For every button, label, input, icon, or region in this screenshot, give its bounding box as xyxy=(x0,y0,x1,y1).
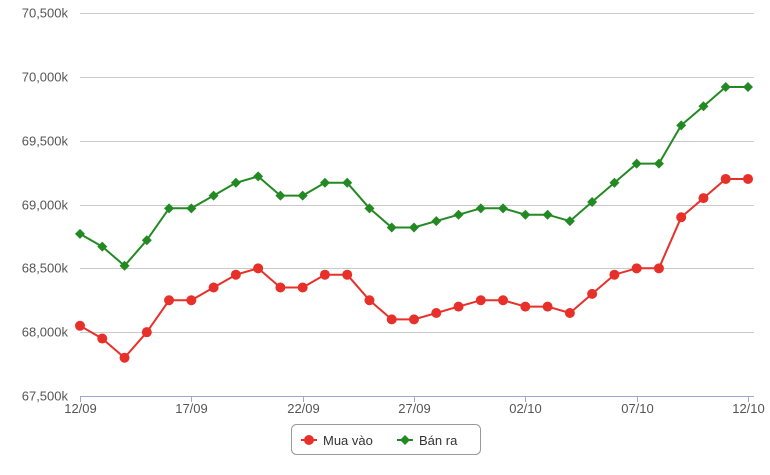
data-point[interactable] xyxy=(97,241,108,252)
data-point[interactable] xyxy=(75,228,85,239)
data-point[interactable] xyxy=(141,235,152,246)
data-point[interactable] xyxy=(676,120,687,131)
axes: 67,500k 68,000k 68,500k 69,000k 69,500k 70,00… xyxy=(22,6,765,417)
series-mua-vao xyxy=(75,173,753,363)
data-point[interactable] xyxy=(653,158,664,169)
series-line xyxy=(79,86,748,267)
legend-marker xyxy=(304,435,314,445)
x-tick-label: 12/10 xyxy=(732,401,765,416)
data-point[interactable] xyxy=(364,295,375,306)
data-point[interactable] xyxy=(587,288,598,299)
series-ban-ra xyxy=(75,82,753,271)
data-point[interactable] xyxy=(386,222,397,233)
data-point[interactable] xyxy=(97,333,108,344)
legend-box xyxy=(291,424,481,455)
y-tick-label: 70,500k xyxy=(22,6,69,21)
data-point[interactable] xyxy=(564,216,575,227)
data-point[interactable] xyxy=(164,295,175,306)
data-point[interactable] xyxy=(743,82,753,93)
data-point[interactable] xyxy=(230,177,241,188)
series-lines xyxy=(75,82,753,363)
data-point[interactable] xyxy=(609,177,620,188)
data-point[interactable] xyxy=(342,269,353,280)
data-point[interactable] xyxy=(386,314,397,325)
data-point[interactable] xyxy=(297,282,308,293)
x-tick-label: 17/09 xyxy=(175,401,208,416)
data-point[interactable] xyxy=(720,173,731,184)
legend-label: Mua vào xyxy=(323,433,373,448)
data-point[interactable] xyxy=(542,209,553,220)
data-point[interactable] xyxy=(498,295,509,306)
data-point[interactable] xyxy=(75,320,85,331)
y-tick-label: 69,000k xyxy=(22,198,69,213)
data-point[interactable] xyxy=(431,216,442,227)
data-point[interactable] xyxy=(520,301,531,312)
data-point[interactable] xyxy=(141,327,152,338)
data-point[interactable] xyxy=(186,203,197,214)
data-point[interactable] xyxy=(564,308,575,319)
data-point[interactable] xyxy=(319,177,330,188)
legend-item-mua-vao[interactable]: Mua vào xyxy=(301,433,373,448)
x-tick-label: 22/09 xyxy=(287,401,320,416)
data-point[interactable] xyxy=(431,308,442,319)
legend[interactable]: Mua vào Bán ra xyxy=(291,424,481,455)
data-point[interactable] xyxy=(720,82,731,93)
data-point[interactable] xyxy=(208,282,219,293)
data-point[interactable] xyxy=(609,269,620,280)
data-point[interactable] xyxy=(253,263,264,274)
data-point[interactable] xyxy=(342,177,353,188)
grid-lines xyxy=(80,13,754,397)
data-point[interactable] xyxy=(275,282,286,293)
data-point[interactable] xyxy=(119,352,130,363)
legend-label: Bán ra xyxy=(419,433,458,448)
data-point[interactable] xyxy=(698,101,709,112)
y-tick-label: 67,500k xyxy=(22,389,69,404)
data-point[interactable] xyxy=(409,314,419,325)
data-point[interactable] xyxy=(275,190,286,201)
data-point[interactable] xyxy=(453,301,464,312)
data-point[interactable] xyxy=(520,209,531,220)
legend-marker xyxy=(400,435,410,445)
data-point[interactable] xyxy=(409,222,419,233)
x-tick-label: 02/10 xyxy=(509,401,542,416)
y-tick-label: 68,000k xyxy=(22,325,69,340)
data-point[interactable] xyxy=(743,173,753,184)
data-point[interactable] xyxy=(542,301,553,312)
data-point[interactable] xyxy=(498,203,509,214)
data-point[interactable] xyxy=(631,158,642,169)
data-point[interactable] xyxy=(253,171,264,182)
data-point[interactable] xyxy=(453,209,464,220)
data-point[interactable] xyxy=(364,203,375,214)
data-point[interactable] xyxy=(164,203,175,214)
data-point[interactable] xyxy=(319,269,330,280)
y-tick-label: 69,500k xyxy=(22,134,69,149)
data-point[interactable] xyxy=(119,260,130,271)
data-point[interactable] xyxy=(653,263,664,274)
data-point[interactable] xyxy=(297,190,308,201)
data-point[interactable] xyxy=(587,196,598,207)
data-point[interactable] xyxy=(698,193,709,204)
data-point[interactable] xyxy=(186,295,197,306)
data-point[interactable] xyxy=(631,263,642,274)
x-tick-label: 12/09 xyxy=(64,401,97,416)
legend-item-ban-ra[interactable]: Bán ra xyxy=(397,433,458,448)
y-tick-label: 68,500k xyxy=(22,261,69,276)
data-point[interactable] xyxy=(208,190,219,201)
x-tick-label: 07/10 xyxy=(621,401,654,416)
data-point[interactable] xyxy=(475,203,486,214)
data-point[interactable] xyxy=(676,212,687,223)
data-point[interactable] xyxy=(230,269,241,280)
data-point[interactable] xyxy=(475,295,486,306)
y-tick-label: 70,000k xyxy=(22,70,69,85)
x-tick-label: 27/09 xyxy=(398,401,431,416)
